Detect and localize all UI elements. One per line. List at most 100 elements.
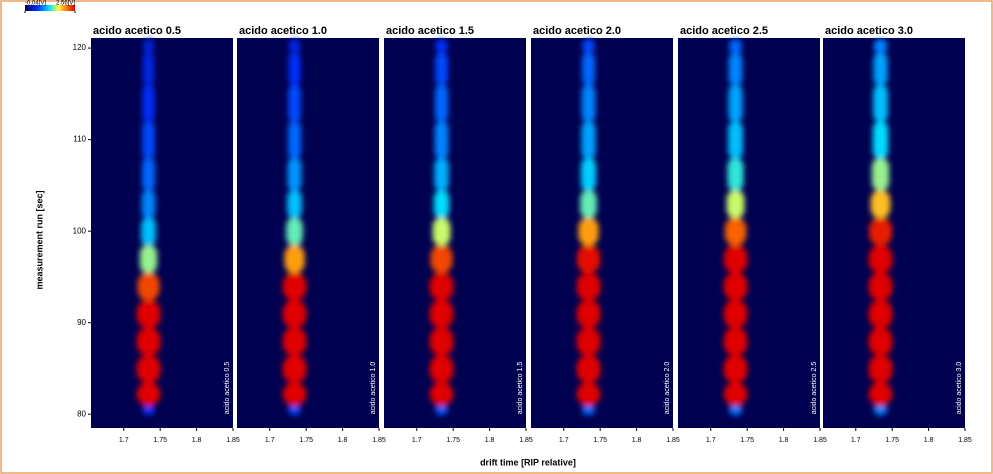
heat-cell bbox=[576, 382, 601, 407]
x-tick-label: 1.75 bbox=[740, 437, 754, 444]
heat-cell bbox=[142, 405, 155, 416]
panel-title: acido acetico 1.0 bbox=[239, 25, 327, 37]
heat-cell bbox=[582, 38, 595, 54]
panel-annotation: acido acetico 3.0 bbox=[956, 362, 963, 415]
heat-cell bbox=[581, 121, 596, 159]
heat-cell bbox=[871, 157, 890, 191]
heat-cell bbox=[868, 272, 893, 301]
heat-cell bbox=[576, 354, 601, 384]
heat-cell bbox=[430, 244, 453, 274]
heatmap bbox=[868, 38, 893, 416]
y-axis-label: measurement run [sec] bbox=[34, 190, 44, 289]
x-tick-label: 1.8 bbox=[779, 437, 789, 444]
panel-title: acido acetico 2.5 bbox=[680, 25, 768, 37]
heat-cell bbox=[870, 189, 891, 219]
heat-cell bbox=[143, 38, 154, 54]
heatmap bbox=[136, 38, 161, 416]
heat-cell bbox=[576, 327, 601, 356]
heat-cell bbox=[435, 84, 449, 123]
heat-cell bbox=[435, 38, 448, 54]
heat-cell bbox=[869, 217, 892, 246]
heat-cell bbox=[288, 38, 301, 54]
heat-cell bbox=[136, 382, 161, 407]
heat-cell bbox=[576, 244, 601, 274]
x-tick-label: 1.85 bbox=[666, 437, 680, 444]
heat-cell bbox=[136, 299, 161, 329]
x-tick-label: 1.7 bbox=[706, 437, 716, 444]
heat-cell bbox=[872, 121, 889, 159]
heat-cell bbox=[282, 354, 307, 384]
heat-cell bbox=[868, 244, 893, 274]
y-tick-label: 90 bbox=[77, 318, 86, 327]
colorbar-label: 2.56[V] bbox=[56, 1, 75, 7]
panel bbox=[678, 38, 820, 428]
x-tick-label: 1.7 bbox=[412, 437, 422, 444]
panel bbox=[91, 38, 233, 428]
x-tick-label: 1.75 bbox=[153, 437, 167, 444]
colorbar bbox=[25, 5, 75, 11]
x-tick-label: 1.7 bbox=[119, 437, 129, 444]
heat-cell bbox=[723, 327, 748, 356]
heat-cell bbox=[728, 405, 743, 416]
heatmap bbox=[429, 38, 454, 416]
x-tick-label: 1.75 bbox=[446, 437, 460, 444]
heat-cell bbox=[576, 299, 601, 329]
panel-annotation: acido acetico 0.5 bbox=[224, 362, 231, 415]
heat-cell bbox=[873, 52, 888, 86]
y-tick-label: 80 bbox=[77, 409, 86, 418]
panel-title: acido acetico 0.5 bbox=[93, 25, 181, 37]
x-tick-label: 1.75 bbox=[593, 437, 607, 444]
heat-cell bbox=[723, 244, 748, 274]
x-tick-label: 1.85 bbox=[519, 437, 533, 444]
heat-cell bbox=[137, 272, 160, 301]
heat-cell bbox=[726, 189, 745, 219]
heat-cell bbox=[282, 382, 307, 407]
heat-cell bbox=[728, 84, 743, 123]
x-tick-label: 1.85 bbox=[372, 437, 386, 444]
x-tick-label: 1.7 bbox=[851, 437, 861, 444]
heat-cell bbox=[429, 327, 454, 356]
panel bbox=[823, 38, 965, 428]
x-tick-label: 1.8 bbox=[192, 437, 202, 444]
heat-cell bbox=[578, 217, 599, 246]
heat-cell bbox=[282, 327, 307, 356]
heat-cell bbox=[429, 354, 454, 384]
heat-cell bbox=[868, 382, 893, 407]
panel bbox=[384, 38, 526, 428]
heat-cell bbox=[286, 217, 303, 246]
heat-cell bbox=[142, 52, 155, 86]
heat-cell bbox=[136, 354, 161, 384]
heat-cell bbox=[434, 121, 449, 159]
heat-cell bbox=[723, 354, 748, 384]
heat-cell bbox=[288, 121, 302, 159]
y-tick-label: 100 bbox=[73, 226, 87, 235]
heat-cell bbox=[282, 299, 307, 329]
x-tick-label: 1.8 bbox=[338, 437, 348, 444]
heat-cell bbox=[288, 84, 301, 123]
heat-cell bbox=[141, 189, 156, 219]
heat-cell bbox=[580, 189, 597, 219]
colorbar-label: -0.04[V] bbox=[25, 1, 46, 7]
heat-cell bbox=[287, 189, 302, 219]
heat-cell bbox=[868, 299, 893, 329]
heat-cell bbox=[723, 272, 748, 301]
heat-cell bbox=[724, 217, 747, 246]
panel-title: acido acetico 3.0 bbox=[825, 25, 913, 37]
heat-cell bbox=[576, 272, 601, 301]
x-tick-label: 1.8 bbox=[632, 437, 642, 444]
heat-cell bbox=[723, 299, 748, 329]
panel-annotation: acido acetico 1.5 bbox=[517, 362, 524, 415]
heatmap bbox=[282, 38, 307, 416]
heatmap bbox=[723, 38, 748, 416]
heat-cell bbox=[142, 121, 155, 159]
heat-cell bbox=[728, 52, 743, 86]
heat-cell bbox=[580, 157, 597, 191]
heat-cell bbox=[868, 327, 893, 356]
heatmap bbox=[576, 38, 601, 416]
heat-cell bbox=[142, 84, 155, 123]
x-tick-label: 1.8 bbox=[485, 437, 495, 444]
x-axis-label: drift time [RIP relative] bbox=[480, 457, 576, 467]
heat-cell bbox=[873, 405, 888, 416]
heat-cell bbox=[284, 244, 305, 274]
